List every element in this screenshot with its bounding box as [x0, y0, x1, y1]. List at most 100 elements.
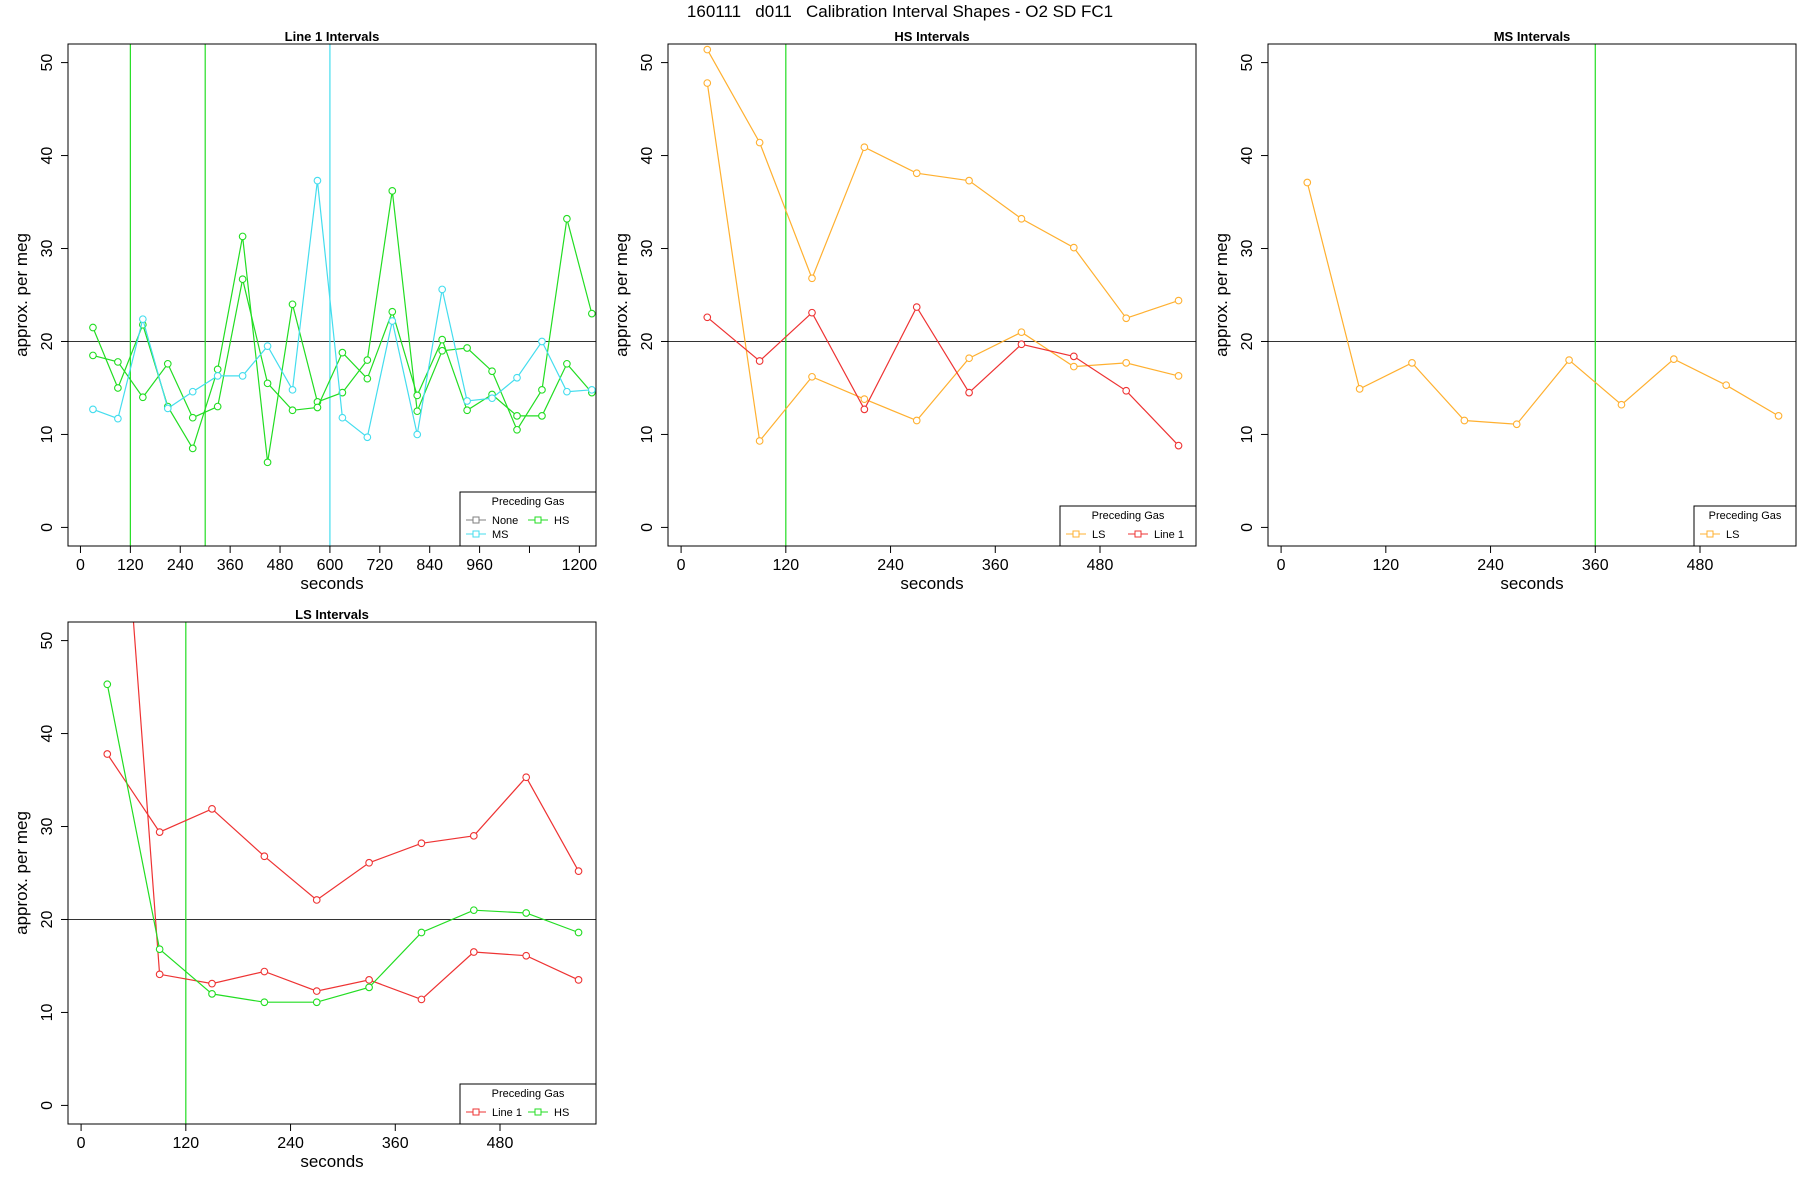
data-point [912, 169, 921, 178]
data-point [417, 995, 426, 1004]
legend-entry-hs: HS [554, 515, 569, 527]
legend-entry-line-1: Line 1 [1154, 529, 1184, 541]
data-point [808, 274, 816, 283]
x-tick-label: 720 [366, 557, 393, 574]
y-tick-label: 50 [639, 54, 656, 72]
data-point [522, 909, 531, 917]
legend-entry-ls: LS [1726, 529, 1739, 541]
plot-frame [67, 621, 597, 1125]
data-point [208, 805, 216, 813]
x-tick-label: 480 [267, 557, 294, 574]
data-point [563, 214, 571, 223]
plot-area [68, 622, 596, 1124]
data-point [238, 372, 247, 380]
y-tick-label: 40 [39, 147, 56, 165]
series-line-line-1-0 [106, 753, 580, 901]
data-point [1069, 352, 1078, 361]
y-tick-label: 10 [639, 425, 656, 443]
data-point [538, 412, 546, 420]
data-point [188, 413, 197, 422]
data-point [155, 945, 164, 954]
data-point [469, 948, 478, 956]
data-point [155, 970, 164, 979]
data-point [1669, 355, 1678, 363]
x-tick-label: 0 [1277, 557, 1286, 574]
data-point [912, 303, 921, 311]
data-point [755, 138, 764, 147]
data-point [89, 351, 97, 360]
panel-title: LS Intervals [295, 607, 369, 622]
legend-title: Preceding Gas [1092, 510, 1165, 522]
legend-entry-hs: HS [554, 1107, 569, 1119]
data-point [163, 404, 172, 413]
data-point [138, 393, 147, 402]
panel-title: HS Intervals [894, 29, 969, 44]
y-tick-label: 10 [1239, 425, 1256, 443]
y-tick-label: 30 [39, 240, 56, 258]
data-point [1174, 441, 1183, 450]
data-point [413, 407, 422, 416]
data-point [1460, 416, 1469, 425]
data-point [755, 357, 764, 365]
data-point [417, 928, 426, 937]
data-point [260, 998, 269, 1007]
y-tick-label: 0 [1239, 523, 1256, 532]
data-point [388, 187, 397, 195]
data-point [912, 416, 921, 425]
data-point [114, 384, 122, 392]
data-point [1017, 340, 1026, 349]
legend-entry-line-1: Line 1 [492, 1107, 522, 1119]
legend-box [1059, 505, 1197, 547]
data-point [538, 337, 546, 346]
data-point [860, 143, 869, 152]
data-point [288, 385, 297, 394]
x-tick-label: 960 [466, 557, 493, 574]
data-point [965, 354, 973, 363]
y-tick-label: 0 [39, 523, 56, 532]
data-point [438, 285, 447, 294]
legend-swatch-marker [534, 516, 542, 524]
data-point [469, 906, 478, 915]
y-tick-label: 20 [1239, 332, 1256, 350]
data-point [1017, 328, 1026, 337]
y-axis-label: approx. per meg [612, 233, 631, 357]
data-point [312, 998, 321, 1007]
data-point [587, 385, 596, 394]
data-point [860, 405, 869, 414]
data-point [574, 928, 583, 937]
x-axis-label: seconds [1500, 574, 1563, 593]
series-line-hs-0 [92, 190, 593, 463]
legend-entry-ls: LS [1092, 529, 1105, 541]
x-tick-label: 360 [217, 557, 244, 574]
data-point [213, 372, 222, 380]
data-point [388, 307, 397, 316]
data-point [388, 317, 397, 325]
data-point [574, 867, 583, 875]
x-tick-label: 120 [772, 557, 799, 574]
data-point [488, 367, 496, 376]
y-tick-label: 50 [39, 54, 56, 72]
data-point [260, 967, 269, 976]
data-point [238, 232, 247, 241]
data-point [114, 358, 122, 366]
data-point [238, 275, 247, 284]
data-point [1617, 400, 1626, 409]
data-point [312, 987, 321, 995]
series-line-hs-2 [106, 684, 579, 1003]
data-point [208, 990, 216, 998]
legend: Preceding Gas LS [1693, 505, 1797, 547]
x-tick-label: 360 [1582, 557, 1609, 574]
data-point [513, 412, 521, 420]
series-line-line-1-1 [132, 622, 579, 1001]
data-point [313, 403, 322, 412]
x-axis-label: seconds [300, 1152, 363, 1171]
series-line-ms-2 [92, 180, 592, 439]
data-point [1174, 296, 1183, 305]
y-tick-label: 0 [639, 523, 656, 532]
panel-ms-intervals: MS Intervals 0 120 240 360 480 seconds 0 10 20 30 4… [1212, 29, 1797, 593]
data-point [263, 342, 272, 350]
x-axis-label: seconds [300, 574, 363, 593]
data-point [1069, 362, 1078, 371]
data-point [808, 308, 816, 317]
